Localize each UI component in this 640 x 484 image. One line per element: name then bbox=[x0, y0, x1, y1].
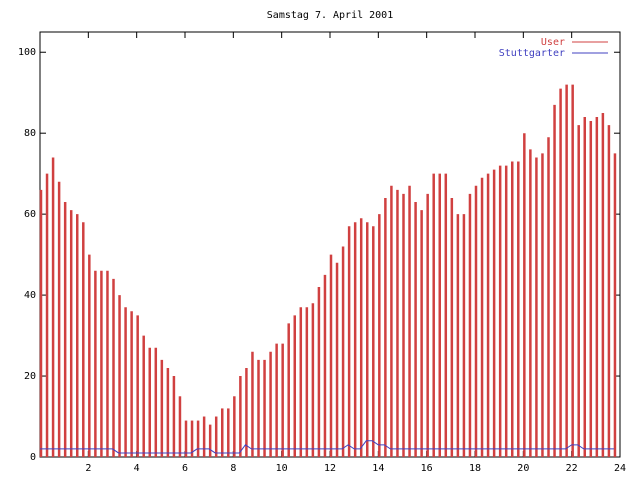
y-tick-label: 80 bbox=[24, 128, 36, 139]
y-tick-label: 60 bbox=[24, 209, 36, 220]
series-line bbox=[40, 440, 614, 454]
x-tick-label: 10 bbox=[276, 463, 288, 474]
x-tick-label: 4 bbox=[134, 463, 140, 474]
x-tick-label: 16 bbox=[421, 463, 433, 474]
x-tick-label: 22 bbox=[566, 463, 578, 474]
y-tick-label: 0 bbox=[30, 452, 36, 463]
x-tick-label: 2 bbox=[85, 463, 91, 474]
legend-label: Stuttgarter bbox=[499, 48, 565, 59]
chart-title: Samstag 7. April 2001 bbox=[267, 10, 393, 21]
y-tick-label: 20 bbox=[24, 371, 36, 382]
x-tick-label: 18 bbox=[469, 463, 481, 474]
y-tick-label: 40 bbox=[24, 290, 36, 301]
x-tick-label: 8 bbox=[230, 463, 236, 474]
x-tick-label: 24 bbox=[614, 463, 626, 474]
x-tick-label: 20 bbox=[517, 463, 529, 474]
x-tick-label: 14 bbox=[372, 463, 384, 474]
x-tick-label: 12 bbox=[324, 463, 336, 474]
y-tick-label: 100 bbox=[18, 47, 36, 58]
legend-label: User bbox=[541, 37, 565, 48]
x-tick-label: 6 bbox=[182, 463, 188, 474]
